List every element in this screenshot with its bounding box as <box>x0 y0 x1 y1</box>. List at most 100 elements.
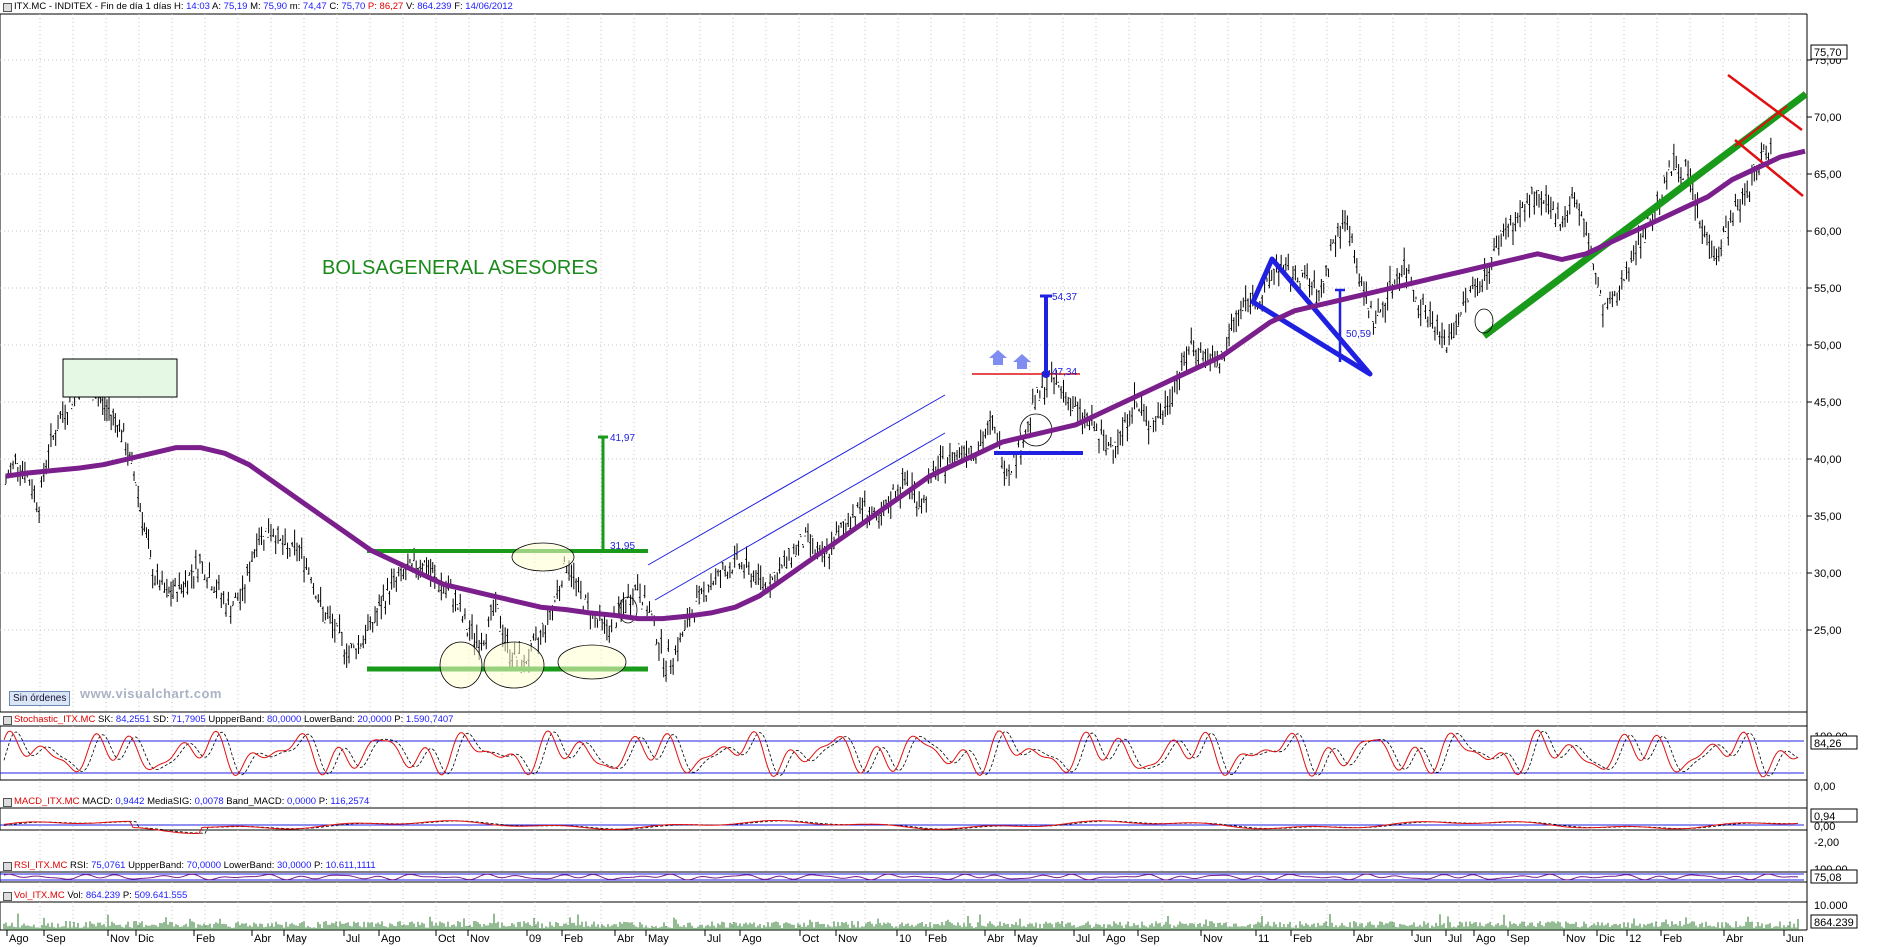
x-tick-label: Sep <box>1510 933 1530 945</box>
vol-p: 509.641.555 <box>134 890 188 901</box>
last-value-label: 75,70 <box>1814 47 1842 59</box>
mn-value: 74,47 <box>302 1 327 12</box>
x-tick-label: Sep <box>1140 933 1160 945</box>
analysis-drawings <box>62 73 1809 689</box>
panel-square-icon[interactable] <box>3 798 12 807</box>
stoch-ub: 80,0000 <box>266 714 302 725</box>
rsi-header: RSI_ITX.MC RSI: 75,0761 UppperBand: 70,0… <box>0 859 376 872</box>
stoch-sd: 71,7905 <box>171 714 206 725</box>
x-tick-label: Abr <box>1726 933 1743 945</box>
x-tick-label: Nov <box>110 933 130 945</box>
indicator-last-box <box>1810 914 1858 929</box>
rsi-line <box>3 873 1799 881</box>
indicator-last-label: 864.239 <box>1814 917 1854 929</box>
stochastic-line <box>3 729 1799 778</box>
x-tick-label: Ago <box>742 933 762 945</box>
panel-square-icon[interactable] <box>3 3 12 12</box>
x-tick-label: Jul <box>1448 933 1462 945</box>
red-flag-upper <box>1727 73 1803 132</box>
x-tick-label: Abr <box>617 933 634 945</box>
indicator-last-label: 0,94 <box>1814 811 1835 823</box>
panel-square-icon[interactable] <box>3 892 12 901</box>
indicator-last-box <box>1810 808 1858 823</box>
x-tick-label: Feb <box>928 933 947 945</box>
rsi-ub-label: UppperBand: <box>128 860 185 871</box>
x-tick-label: Oct <box>438 933 455 945</box>
rsi-name: RSI_ITX.MC <box>14 860 68 871</box>
stoch-ub-label: UppperBand: <box>208 714 265 725</box>
vol-label: Vol: <box>67 890 84 901</box>
stoch-p-label: P: <box>394 714 404 725</box>
stoch-sd-label: SD: <box>152 714 169 725</box>
x-tick-label: Dic <box>138 933 154 945</box>
x-tick-label: Sep <box>46 933 66 945</box>
y-tick-label: 65,00 <box>1814 169 1842 181</box>
c-label: C: <box>329 1 339 12</box>
up-arrow-icon <box>1013 354 1031 369</box>
x-tick-label: Abr <box>1356 933 1373 945</box>
x-tick-label: Feb <box>1293 933 1312 945</box>
indicator-last-box <box>1810 869 1858 884</box>
bottom-ellipse <box>439 641 483 689</box>
brand-text: BOLSAGENERAL ASESORES <box>322 257 599 279</box>
macd-band-label: Band_MACD: <box>226 796 285 807</box>
v-value: 864.239 <box>417 1 452 12</box>
rsi-value: 75,0761 <box>91 860 126 871</box>
macd-name: MACD_ITX.MC <box>14 796 80 807</box>
stochastic-signal <box>3 730 1799 777</box>
x-tick-label: Jul <box>1076 933 1090 945</box>
indicator-last-box <box>1810 735 1858 750</box>
x-tick-label: Dic <box>1599 933 1615 945</box>
vol-p-label: P: <box>122 890 132 901</box>
moving-average-line <box>5 148 1806 622</box>
indicator-panels: 100,000,0084,260,00-2,000,94100,0075,081… <box>0 729 1858 930</box>
v-label: V: <box>405 1 415 12</box>
x-tick-label: Jul <box>707 933 721 945</box>
macd-line <box>3 820 1799 834</box>
y-tick-label: 30,00 <box>1814 568 1842 580</box>
m-value: 75,90 <box>263 1 288 12</box>
rsi-lb-label: LowerBand: <box>223 860 275 871</box>
price-annotations: 41,97 31,95 54,37 47,34 50,59 <box>610 292 1371 552</box>
x-tick-label: Jun <box>1414 933 1432 945</box>
c-value: 75,70 <box>341 1 366 12</box>
x-tick-label: Nov <box>1203 933 1223 945</box>
x-tick-label: Oct <box>802 933 819 945</box>
bottom-ellipse <box>557 644 627 680</box>
indicator-last-label: 75,08 <box>1814 872 1842 884</box>
p-label: P: <box>367 1 377 12</box>
macd-header: MACD_ITX.MC MACD: 0,9442 MediaSIG: 0,007… <box>0 795 369 808</box>
channel-lower-line <box>654 432 946 601</box>
stoch-name: Stochastic_ITX.MC <box>14 714 96 725</box>
stoch-lb-label: LowerBand: <box>303 714 355 725</box>
green-trendline <box>1481 91 1809 339</box>
price-annotation: 54,37 <box>1052 292 1077 303</box>
stoch-lb: 20,0000 <box>357 714 392 725</box>
resistance-box <box>62 358 178 398</box>
orders-button[interactable]: Sin órdenes <box>9 691 71 706</box>
pullback-ellipse <box>1474 308 1494 334</box>
x-tick-label: May <box>1017 933 1038 945</box>
axis-area <box>1807 0 1890 947</box>
indicator-tick-label: -2,00 <box>1814 837 1839 849</box>
red-flag-cross <box>1734 105 1788 147</box>
price-annotation: 41,97 <box>610 433 635 444</box>
stochastic-header: Stochastic_ITX.MC SK: 84,2551 SD: 71,790… <box>0 713 453 726</box>
price-annotation: 31,95 <box>610 541 635 552</box>
y-tick-label: 45,00 <box>1814 397 1842 409</box>
x-tick-label: Ago <box>1106 933 1126 945</box>
rsi-label: RSI: <box>69 860 89 871</box>
rsi-ub: 70,0000 <box>186 860 222 871</box>
blue-triangle <box>1250 256 1373 377</box>
price-series <box>4 137 1772 682</box>
x-tick-label: 10 <box>899 933 911 945</box>
y-tick-label: 55,00 <box>1814 283 1842 295</box>
x-tick-label: 09 <box>529 933 541 945</box>
panel-square-icon[interactable] <box>3 716 12 725</box>
x-tick-label: Nov <box>1566 933 1586 945</box>
x-tick-label: Ago <box>9 933 29 945</box>
panel-square-icon[interactable] <box>3 862 12 871</box>
h-label: H: <box>174 1 184 12</box>
